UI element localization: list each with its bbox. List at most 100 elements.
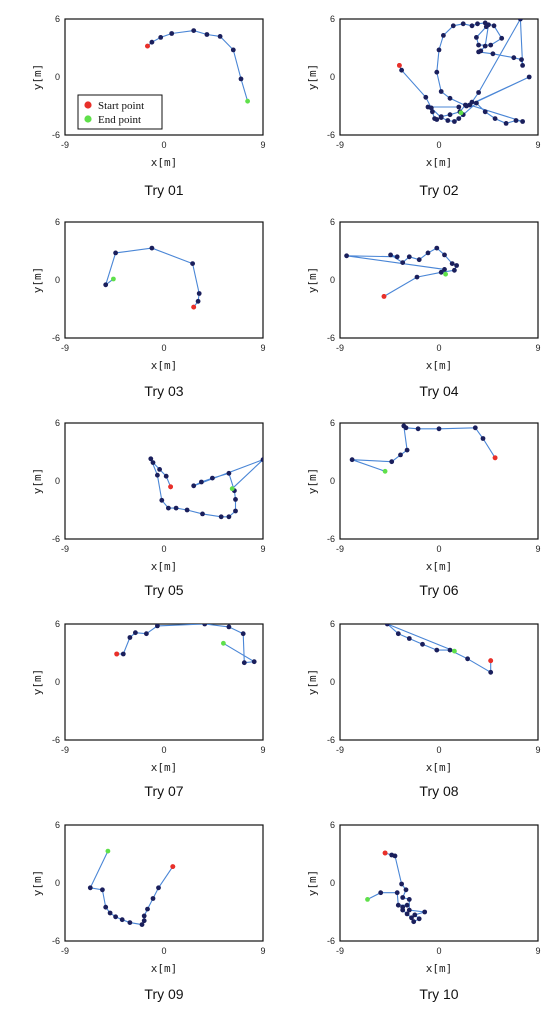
trajectory-point xyxy=(133,630,138,636)
x-tick-label: 0 xyxy=(161,544,166,554)
y-tick-label: 6 xyxy=(55,217,60,227)
plot-caption: Try 09 xyxy=(144,986,184,1002)
x-tick-label: -9 xyxy=(336,343,344,353)
start-point-marker xyxy=(382,850,388,856)
x-tick-label: 0 xyxy=(161,946,166,956)
y-tick-label: -6 xyxy=(52,936,60,946)
x-tick-label: 9 xyxy=(260,946,265,956)
y-tick-label: -6 xyxy=(327,936,335,946)
y-tick-label: 0 xyxy=(55,677,60,687)
chart-panel: 6 0 -6 -9 0 9 x[m] y[m] Try 09 xyxy=(0,806,275,1009)
y-tick-label: 0 xyxy=(330,476,335,486)
trajectory-point xyxy=(482,109,488,115)
y-tick-label: -6 xyxy=(52,534,60,544)
x-tick-label: 0 xyxy=(436,946,441,956)
x-tick-label: 0 xyxy=(436,343,441,353)
x-tick-label: 9 xyxy=(535,946,540,956)
trajectory-plot: 6 0 -6-9 0 9 x[m] y[m] Start point End point xyxy=(31,14,266,169)
trajectory-point xyxy=(438,269,444,275)
trajectory-point xyxy=(210,475,215,481)
trajectory-point xyxy=(139,922,145,927)
end-point-marker xyxy=(365,897,370,902)
x-tick-label: -9 xyxy=(336,745,344,755)
x-tick-label: 9 xyxy=(535,544,540,554)
trajectory-point xyxy=(465,656,470,662)
trajectory-point xyxy=(169,31,175,36)
start-point-marker xyxy=(191,304,197,310)
trajectory-point xyxy=(173,505,179,511)
trajectory-point xyxy=(148,456,154,462)
trajectory-point xyxy=(226,470,232,476)
y-tick-label: -6 xyxy=(52,333,60,343)
trajectory-point xyxy=(454,263,459,268)
trajectory-point xyxy=(513,118,519,123)
chart-panel: 6 0 -6 -9 0 9 x[m] y[m] Start point End point Try … xyxy=(0,0,275,203)
y-axis-label: y[m] xyxy=(31,468,44,495)
start-point-marker xyxy=(381,294,387,299)
trajectory-point xyxy=(456,104,462,110)
trajectory-point xyxy=(449,261,455,266)
trajectory-point xyxy=(400,895,406,900)
x-tick-label: -9 xyxy=(61,343,69,353)
trajectory-point xyxy=(476,42,481,48)
trajectory-point xyxy=(436,47,442,53)
trajectory-point xyxy=(144,631,149,637)
trajectory-point xyxy=(450,23,456,29)
trajectory-point xyxy=(452,119,457,124)
trajectory-point xyxy=(452,267,457,273)
trajectory-point xyxy=(158,35,164,40)
x-tick-label: -9 xyxy=(336,140,344,150)
plot-caption: Try 02 xyxy=(419,182,459,198)
trajectory-point xyxy=(447,647,453,653)
trajectory-point xyxy=(226,624,232,630)
legend: Start point End point xyxy=(77,94,163,130)
trajectory-point xyxy=(425,250,431,256)
end-point-marker xyxy=(443,271,448,277)
trajectory-point xyxy=(456,116,462,121)
y-tick-label: 0 xyxy=(55,878,60,888)
trajectory-point xyxy=(395,902,401,908)
trajectory-point xyxy=(141,913,147,919)
trajectory-point xyxy=(518,19,523,22)
trajectory-point xyxy=(434,69,440,75)
legend-end-label: End point xyxy=(98,114,141,126)
trajectory-point xyxy=(119,917,125,923)
x-tick-label: 0 xyxy=(161,745,166,755)
trajectory-point xyxy=(389,459,395,465)
y-tick-label: 0 xyxy=(330,275,335,285)
trajectory-point xyxy=(149,245,155,251)
y-tick-label: -6 xyxy=(327,333,335,343)
trajectory-point xyxy=(107,910,113,916)
x-tick-label: -9 xyxy=(61,544,69,554)
trajectory-point xyxy=(416,916,422,922)
trajectory-point xyxy=(401,423,407,429)
trajectory-point xyxy=(204,32,210,37)
trajectory-point xyxy=(233,508,238,514)
y-tick-label: 0 xyxy=(55,476,60,486)
start-point-marker xyxy=(492,455,498,461)
trajectory-point xyxy=(399,67,404,73)
start-point-marker xyxy=(488,658,494,664)
trajectory-point xyxy=(191,28,197,33)
trajectory-point xyxy=(195,298,201,304)
chart-panel: 6 0 -6 -9 0 9 x[m] y[m] Try 04 xyxy=(275,203,550,406)
y-axis-label: y[m] xyxy=(306,870,319,897)
plot-frame xyxy=(339,623,539,741)
trajectory-point xyxy=(490,51,496,57)
chart-panel: 6 0 -6 -9 0 9 x[m] y[m] Try 08 xyxy=(275,605,550,808)
trajectory-point xyxy=(395,631,401,637)
trajectory-point xyxy=(447,112,453,118)
y-tick-label: 6 xyxy=(330,217,335,227)
y-tick-label: 6 xyxy=(55,14,60,24)
trajectory-point xyxy=(155,624,160,629)
trajectory-plot: 6 0 -6-9 0 9 x[m] y[m] xyxy=(306,820,541,975)
x-tick-label: 9 xyxy=(260,140,265,150)
y-axis-label: y[m] xyxy=(31,669,44,696)
y-tick-label: -6 xyxy=(327,534,335,544)
trajectory-point xyxy=(406,636,412,641)
start-point-marker xyxy=(145,43,150,49)
trajectory-point xyxy=(398,452,403,458)
plot-frame xyxy=(64,422,264,540)
trajectory-point xyxy=(476,49,481,55)
trajectory-point xyxy=(472,425,478,431)
